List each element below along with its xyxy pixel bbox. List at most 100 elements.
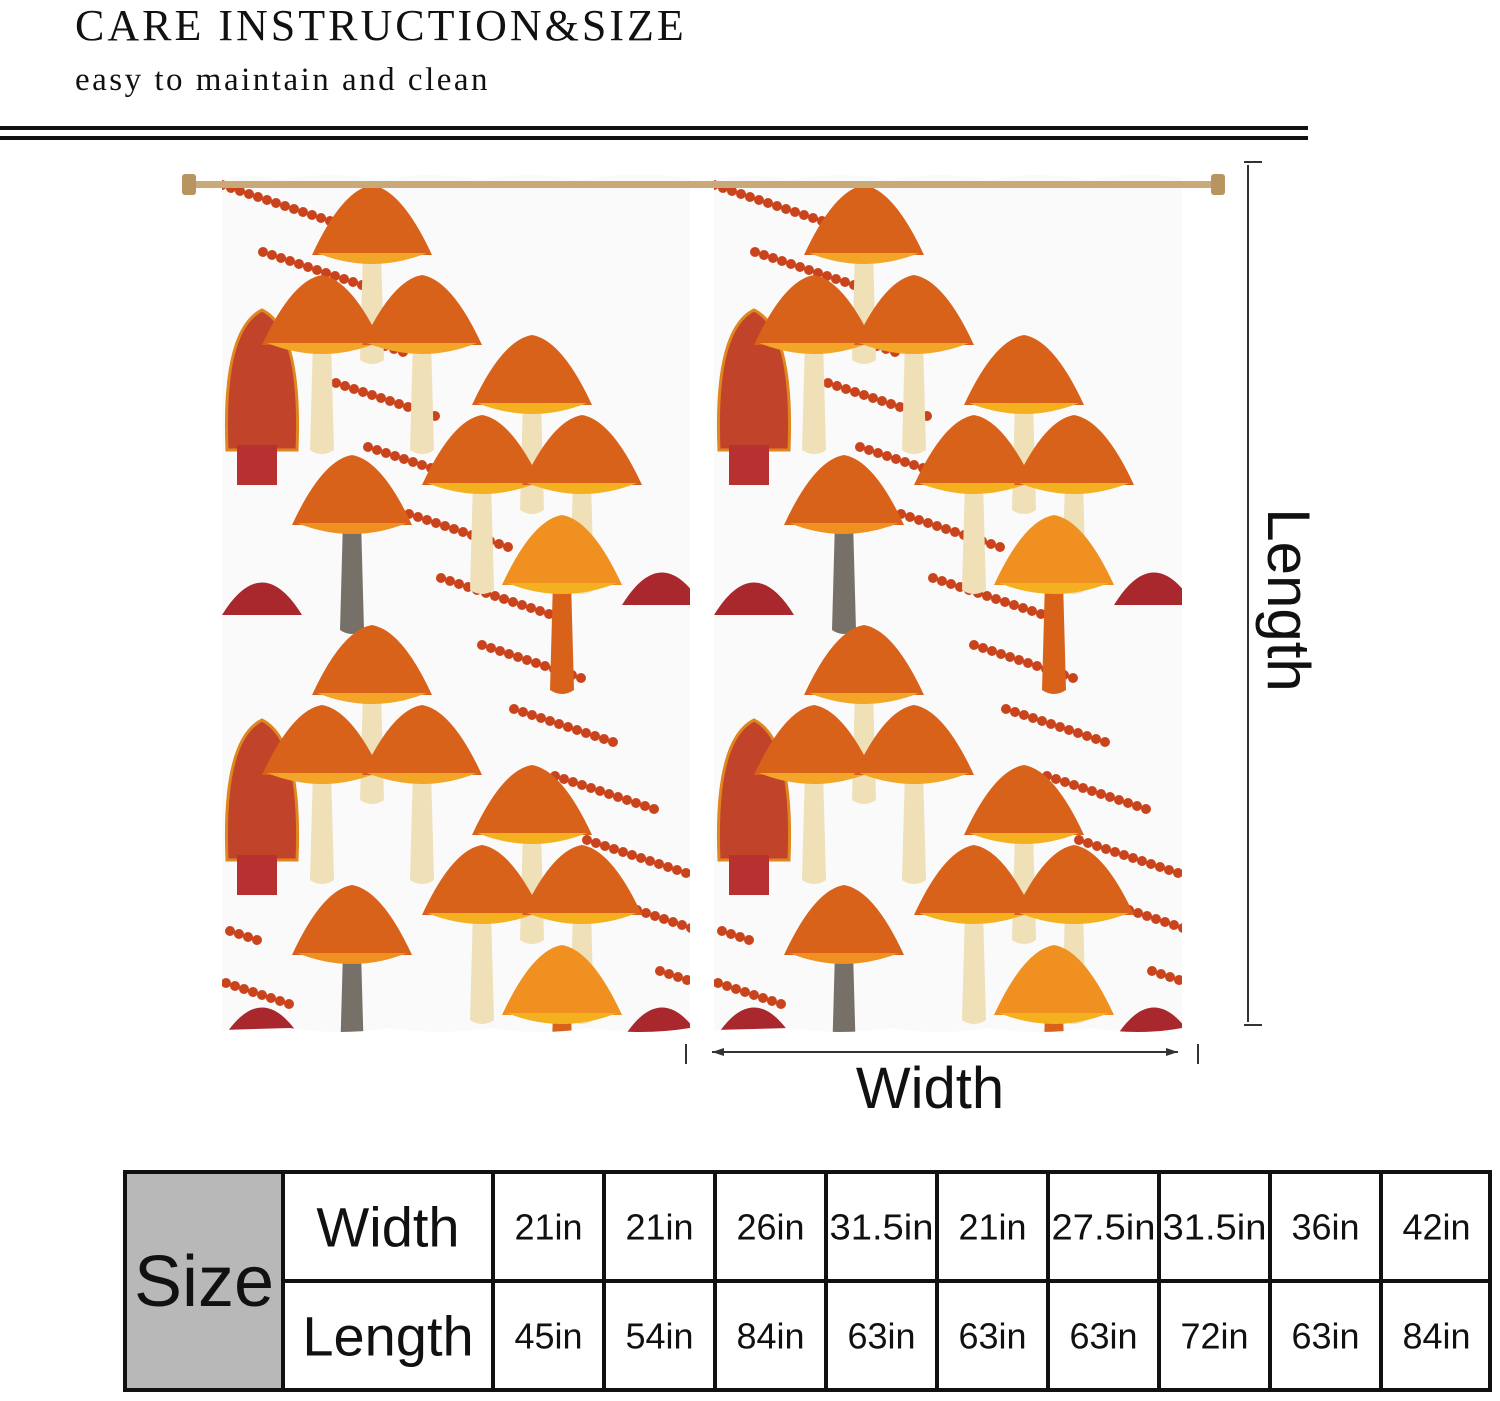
berry: [1068, 673, 1078, 683]
berry: [289, 204, 299, 214]
size-value: 21in: [625, 1207, 693, 1248]
berry: [673, 972, 683, 982]
berry: [622, 795, 632, 805]
mushroom-cap: [804, 625, 924, 695]
berry: [978, 643, 988, 653]
mushroom-cap: [472, 335, 592, 405]
berry: [307, 210, 317, 220]
berry: [504, 649, 514, 659]
size-value: 54in: [625, 1316, 693, 1357]
berry: [235, 186, 245, 196]
berry: [509, 704, 519, 714]
berry: [376, 393, 386, 403]
berry: [1105, 792, 1115, 802]
mushroom-gills: [789, 953, 899, 964]
berry: [1164, 865, 1174, 875]
berry: [882, 451, 892, 461]
mushroom-stem: [410, 770, 434, 884]
berry: [544, 609, 554, 619]
berry: [905, 512, 915, 522]
size-value: 36in: [1291, 1207, 1359, 1248]
berry: [668, 917, 678, 927]
berry: [1101, 844, 1111, 854]
berry: [735, 932, 745, 942]
mushroom-gills: [427, 483, 537, 494]
berry: [1091, 734, 1101, 744]
berry: [786, 259, 796, 269]
berry: [1155, 862, 1165, 872]
berry: [1028, 713, 1038, 723]
mushroom-stem: [802, 340, 826, 454]
mushroom-stem: [470, 480, 494, 594]
mushroom-gills: [317, 693, 427, 704]
berry: [627, 850, 637, 860]
berry: [1074, 835, 1084, 845]
mushroom-stem: [550, 580, 574, 694]
size-value: 45in: [514, 1316, 582, 1357]
berry: [349, 384, 359, 394]
berry: [244, 189, 254, 199]
berry: [631, 798, 641, 808]
berry: [1001, 704, 1011, 714]
size-value: 21in: [514, 1207, 582, 1248]
size-value: 21in: [958, 1207, 1026, 1248]
size-value: 42in: [1402, 1207, 1470, 1248]
berry: [649, 804, 659, 814]
berry: [868, 393, 878, 403]
berry: [781, 204, 791, 214]
berry: [540, 661, 550, 671]
mushroom-gills: [477, 403, 587, 414]
berry: [1036, 609, 1046, 619]
mushroom-cap: [312, 185, 432, 255]
berry: [486, 643, 496, 653]
berry: [982, 591, 992, 601]
berry: [937, 576, 947, 586]
berry: [271, 198, 281, 208]
berry: [225, 926, 235, 936]
berry: [1110, 847, 1120, 857]
berry: [494, 539, 504, 549]
mushroom-gills: [969, 403, 1079, 414]
size-value: 26in: [736, 1207, 804, 1248]
mushroom-stem: [1042, 1010, 1066, 1032]
berry: [776, 999, 786, 1009]
berry: [595, 786, 605, 796]
berry: [1009, 600, 1019, 610]
berry: [995, 542, 1005, 552]
berry: [991, 594, 1001, 604]
mushroom-gills: [759, 343, 869, 354]
berry: [832, 381, 842, 391]
berry: [1178, 923, 1182, 933]
size-value: 27.5in: [1052, 1207, 1156, 1248]
mushroom-gills: [317, 253, 427, 264]
mushroom-gills: [919, 913, 1029, 924]
berry: [1133, 908, 1143, 918]
mushroom-cap: [964, 335, 1084, 405]
mushroom-cap: [292, 885, 412, 955]
mushroom-cap: [422, 845, 542, 915]
berry: [303, 262, 313, 272]
berry: [440, 521, 450, 531]
berry: [1032, 661, 1042, 671]
berry: [969, 640, 979, 650]
mushroom-gills: [1019, 913, 1129, 924]
mushroom-cap: [502, 945, 622, 1015]
amanita: [714, 582, 794, 615]
amanita: [1114, 572, 1182, 605]
berry: [654, 859, 664, 869]
berry: [1146, 859, 1156, 869]
berry: [316, 213, 326, 223]
mushroom-gills: [859, 343, 969, 354]
berry: [390, 451, 400, 461]
mushroom-stem: [1042, 580, 1066, 694]
berry: [1169, 920, 1179, 930]
berry: [536, 713, 546, 723]
berry: [1014, 655, 1024, 665]
berry: [928, 573, 938, 583]
berry: [1073, 728, 1083, 738]
mushroom-stem: [310, 770, 334, 884]
berry: [1137, 856, 1147, 866]
berry: [749, 990, 759, 1000]
mushroom-stem: [550, 1010, 574, 1032]
